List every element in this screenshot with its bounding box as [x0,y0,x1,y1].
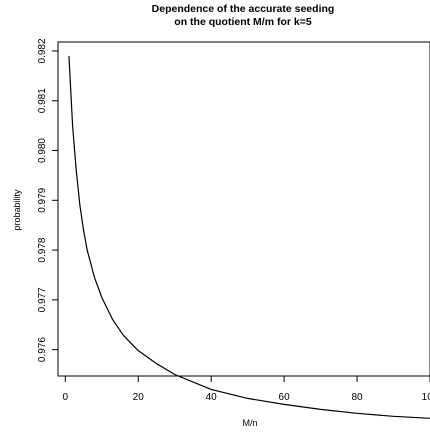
x-tick-label: 0 [63,392,69,403]
series-line [68,55,430,419]
y-tick-label: 0.979 [37,187,48,212]
y-axis: 0.976 0.977 0.978 0.979 0.980 0.981 0.982 [37,38,58,362]
y-tick-label: 0.982 [37,38,48,63]
chart-title-line-1: Dependence of the accurate seeding [152,3,335,15]
plot-frame [57,41,430,377]
y-tick-label: 0.978 [37,237,48,262]
x-tick-label: 20 [133,392,145,403]
x-tick-label: 40 [206,392,218,403]
chart-title-line-2: on the quotient M/m for k=5 [174,16,312,28]
y-tick-label: 0.976 [37,337,48,362]
y-tick-label: 0.980 [37,138,48,163]
x-axis: 0 20 40 60 80 100 [63,376,430,403]
y-axis-label: probability [12,189,22,231]
x-tick-label: 80 [351,392,363,403]
y-tick-label: 0.981 [37,88,48,113]
x-tick-label: 100 [422,392,430,403]
y-tick-label: 0.977 [37,287,48,312]
x-axis-label: M/n [242,418,257,428]
x-tick-label: 60 [279,392,291,403]
